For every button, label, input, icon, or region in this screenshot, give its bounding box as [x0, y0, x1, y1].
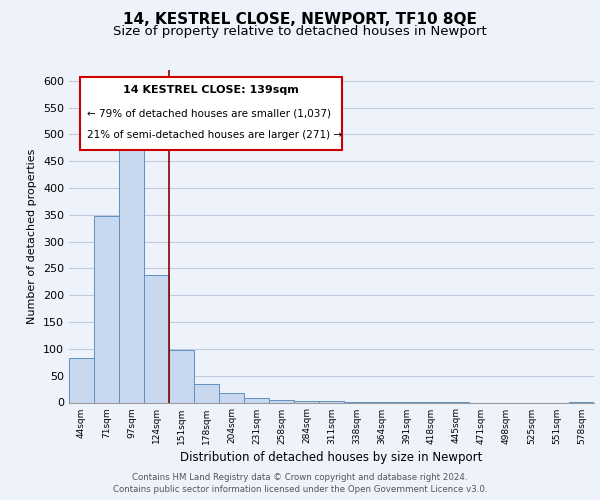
- Text: ← 79% of detached houses are smaller (1,037): ← 79% of detached houses are smaller (1,…: [88, 108, 331, 118]
- Bar: [144, 276, 169, 402]
- X-axis label: Distribution of detached houses by size in Newport: Distribution of detached houses by size …: [181, 450, 482, 464]
- Bar: [269, 400, 294, 402]
- Text: Contains public sector information licensed under the Open Government Licence v3: Contains public sector information licen…: [113, 485, 487, 494]
- FancyBboxPatch shape: [79, 76, 342, 150]
- Text: 14, KESTREL CLOSE, NEWPORT, TF10 8QE: 14, KESTREL CLOSE, NEWPORT, TF10 8QE: [123, 12, 477, 28]
- Bar: [119, 147, 144, 403]
- Bar: [244, 398, 269, 402]
- Bar: [94, 216, 119, 402]
- Text: 21% of semi-detached houses are larger (271) →: 21% of semi-detached houses are larger (…: [88, 130, 343, 140]
- Text: 14 KESTREL CLOSE: 139sqm: 14 KESTREL CLOSE: 139sqm: [123, 85, 299, 95]
- Bar: [194, 384, 219, 402]
- Bar: [169, 350, 194, 403]
- Text: Size of property relative to detached houses in Newport: Size of property relative to detached ho…: [113, 25, 487, 38]
- Text: Contains HM Land Registry data © Crown copyright and database right 2024.: Contains HM Land Registry data © Crown c…: [132, 472, 468, 482]
- Bar: [69, 358, 94, 403]
- Bar: [219, 393, 244, 402]
- Bar: [294, 401, 319, 402]
- Y-axis label: Number of detached properties: Number of detached properties: [28, 148, 37, 324]
